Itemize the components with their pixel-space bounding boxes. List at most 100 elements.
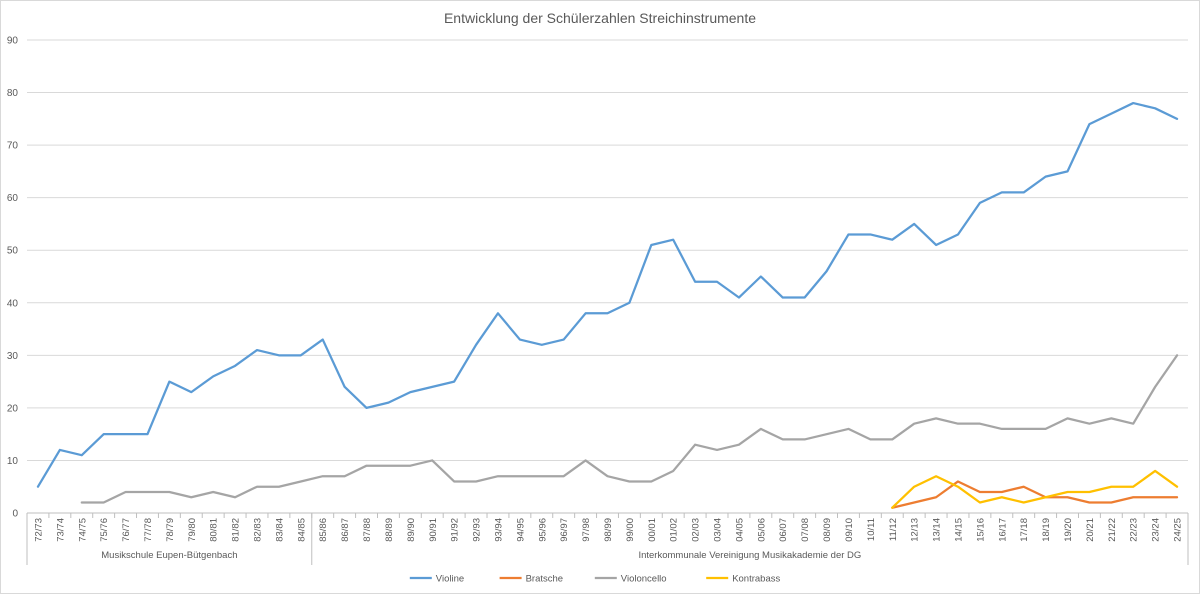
x-tick-label: 84/85 bbox=[296, 518, 307, 542]
data-point bbox=[672, 239, 674, 241]
data-point bbox=[519, 338, 521, 340]
data-point bbox=[891, 507, 893, 509]
x-tick-label: 72/73 bbox=[33, 518, 44, 542]
legend-label: Kontrabass bbox=[732, 574, 780, 585]
data-point bbox=[957, 233, 959, 235]
data-point bbox=[957, 486, 959, 488]
x-tick-label: 07/08 bbox=[800, 518, 811, 542]
x-tick-label: 08/09 bbox=[822, 518, 833, 542]
data-point bbox=[256, 349, 258, 351]
y-tick-label: 90 bbox=[7, 36, 19, 47]
y-tick-label: 80 bbox=[7, 88, 19, 99]
data-point bbox=[1044, 428, 1046, 430]
data-point bbox=[803, 296, 805, 298]
data-point bbox=[979, 422, 981, 424]
data-point bbox=[760, 275, 762, 277]
data-point bbox=[694, 281, 696, 283]
data-point bbox=[81, 501, 83, 503]
data-point bbox=[409, 465, 411, 467]
x-tick-label: 76/77 bbox=[121, 518, 132, 542]
data-point bbox=[190, 391, 192, 393]
data-point bbox=[1176, 118, 1178, 120]
data-point bbox=[760, 428, 762, 430]
data-point bbox=[1176, 486, 1178, 488]
data-point bbox=[1023, 486, 1025, 488]
x-tick-label: 09/10 bbox=[844, 518, 855, 542]
x-tick-label: 98/99 bbox=[603, 518, 614, 542]
data-point bbox=[1110, 417, 1112, 419]
x-tick-label: 05/06 bbox=[756, 518, 767, 542]
x-tick-label: 93/94 bbox=[493, 518, 504, 542]
legend-item-bratsche: Bratsche bbox=[499, 574, 563, 585]
data-point bbox=[212, 375, 214, 377]
data-point bbox=[606, 475, 608, 477]
y-tick-label: 0 bbox=[12, 509, 18, 520]
data-point bbox=[628, 480, 630, 482]
data-point bbox=[431, 459, 433, 461]
data-point bbox=[37, 486, 39, 488]
data-point bbox=[650, 480, 652, 482]
data-point bbox=[628, 302, 630, 304]
data-point bbox=[300, 480, 302, 482]
data-point bbox=[475, 480, 477, 482]
data-point bbox=[1001, 496, 1003, 498]
data-point bbox=[738, 296, 740, 298]
data-point bbox=[387, 465, 389, 467]
y-tick-label: 40 bbox=[7, 298, 19, 309]
data-point bbox=[1154, 470, 1156, 472]
x-tick-label: 19/20 bbox=[1063, 518, 1074, 542]
x-group-label: Musikschule Eupen-Bütgenbach bbox=[101, 550, 237, 561]
data-point bbox=[234, 496, 236, 498]
data-point bbox=[562, 338, 564, 340]
data-point bbox=[672, 470, 674, 472]
data-point bbox=[453, 380, 455, 382]
data-point bbox=[409, 391, 411, 393]
data-point bbox=[343, 475, 345, 477]
x-tick-label: 00/01 bbox=[647, 518, 658, 542]
x-tick-label: 85/86 bbox=[318, 518, 329, 542]
data-point bbox=[584, 459, 586, 461]
series-bratsche bbox=[891, 480, 1179, 509]
x-tick-label: 77/78 bbox=[143, 518, 154, 542]
gridlines bbox=[27, 39, 1188, 461]
data-point bbox=[365, 407, 367, 409]
x-tick-label: 11/12 bbox=[888, 518, 899, 541]
data-point bbox=[278, 354, 280, 356]
data-point bbox=[869, 233, 871, 235]
data-point bbox=[1023, 501, 1025, 503]
series-violoncello bbox=[80, 354, 1179, 504]
data-point bbox=[1088, 491, 1090, 493]
x-axis-ticks: 72/73 73/74 74/75 75/76 76/77 77/78 78/79 79/80… bbox=[26, 513, 1189, 542]
data-point bbox=[825, 433, 827, 435]
data-point bbox=[979, 491, 981, 493]
x-tick-label: 17/18 bbox=[1019, 518, 1030, 542]
data-point bbox=[541, 475, 543, 477]
x-tick-label: 97/98 bbox=[581, 518, 592, 542]
data-point bbox=[541, 344, 543, 346]
legend-label: Violine bbox=[436, 574, 464, 585]
legend-label: Violoncello bbox=[621, 574, 667, 585]
data-point bbox=[497, 475, 499, 477]
x-tick-label: 13/14 bbox=[932, 518, 943, 542]
data-point bbox=[1110, 112, 1112, 114]
data-point bbox=[300, 354, 302, 356]
data-point bbox=[1132, 496, 1134, 498]
x-tick-label: 79/80 bbox=[187, 518, 198, 542]
x-tick-label: 06/07 bbox=[778, 518, 789, 542]
legend-item-violoncello: Violoncello bbox=[594, 574, 667, 585]
legend-item-violine: Violine bbox=[409, 574, 464, 585]
x-tick-label: 02/03 bbox=[691, 518, 702, 542]
data-point bbox=[738, 443, 740, 445]
data-point bbox=[957, 422, 959, 424]
data-point bbox=[1110, 501, 1112, 503]
data-point bbox=[584, 312, 586, 314]
x-tick-label: 23/24 bbox=[1151, 518, 1162, 542]
data-point bbox=[212, 491, 214, 493]
x-tick-label: 83/84 bbox=[274, 518, 285, 542]
data-point bbox=[278, 486, 280, 488]
data-point bbox=[782, 438, 784, 440]
y-tick-label: 20 bbox=[7, 403, 19, 414]
data-point bbox=[1044, 175, 1046, 177]
